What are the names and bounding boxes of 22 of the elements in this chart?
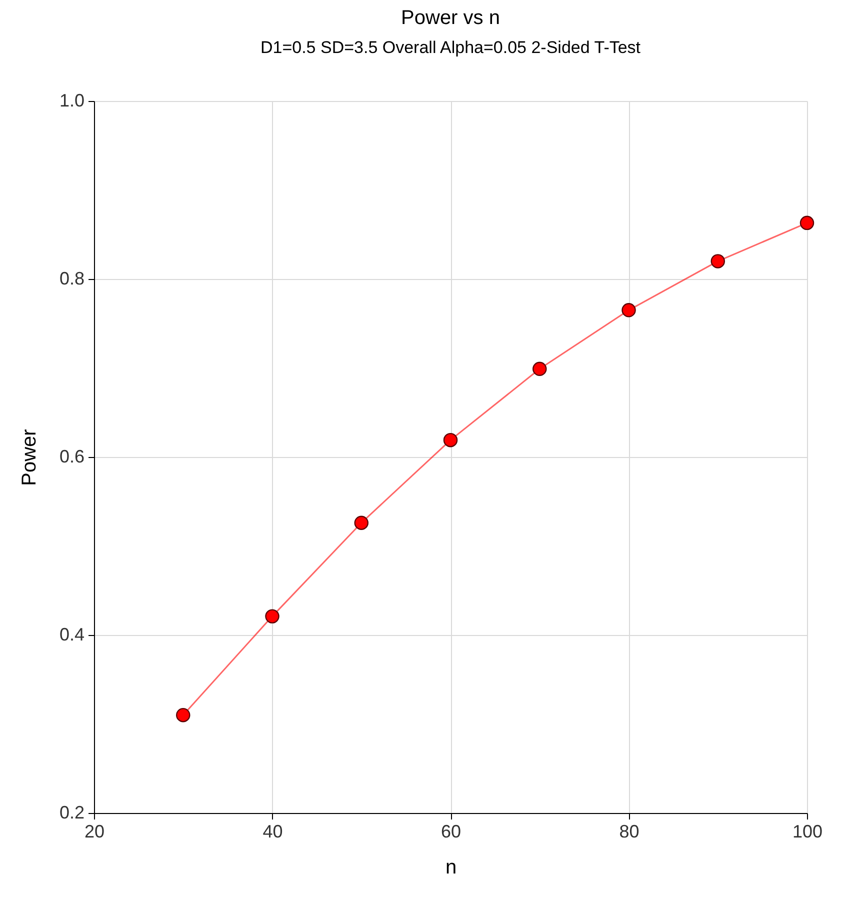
point — [443, 432, 458, 448]
y-axis-title: Power — [18, 428, 40, 486]
point — [710, 254, 725, 268]
point — [176, 708, 190, 722]
chart-title: Power vs n — [401, 7, 500, 29]
x-axis-title: n — [445, 856, 457, 878]
x-tick-label: 100 — [792, 822, 823, 842]
point — [532, 362, 547, 376]
y-tick-label: 0.8 — [59, 268, 84, 288]
x-tick-label: 80 — [619, 822, 640, 842]
point — [800, 216, 814, 230]
chart-subtitle: D1=0.5 SD=3.5 Overall Alpha=0.05 2-Sided T-Test — [260, 38, 641, 57]
point — [265, 609, 280, 624]
y-tick-label: 0.4 — [59, 624, 84, 644]
x-tick-label: 20 — [84, 822, 105, 842]
point — [354, 516, 368, 530]
y-tick-label: 0.2 — [59, 802, 84, 822]
x-tick-label: 60 — [440, 822, 462, 842]
y-tick-label: 0.6 — [59, 446, 84, 466]
point — [622, 303, 636, 318]
x-tick-label: 40 — [262, 822, 283, 842]
y-tick-label: 1.0 — [59, 90, 84, 110]
